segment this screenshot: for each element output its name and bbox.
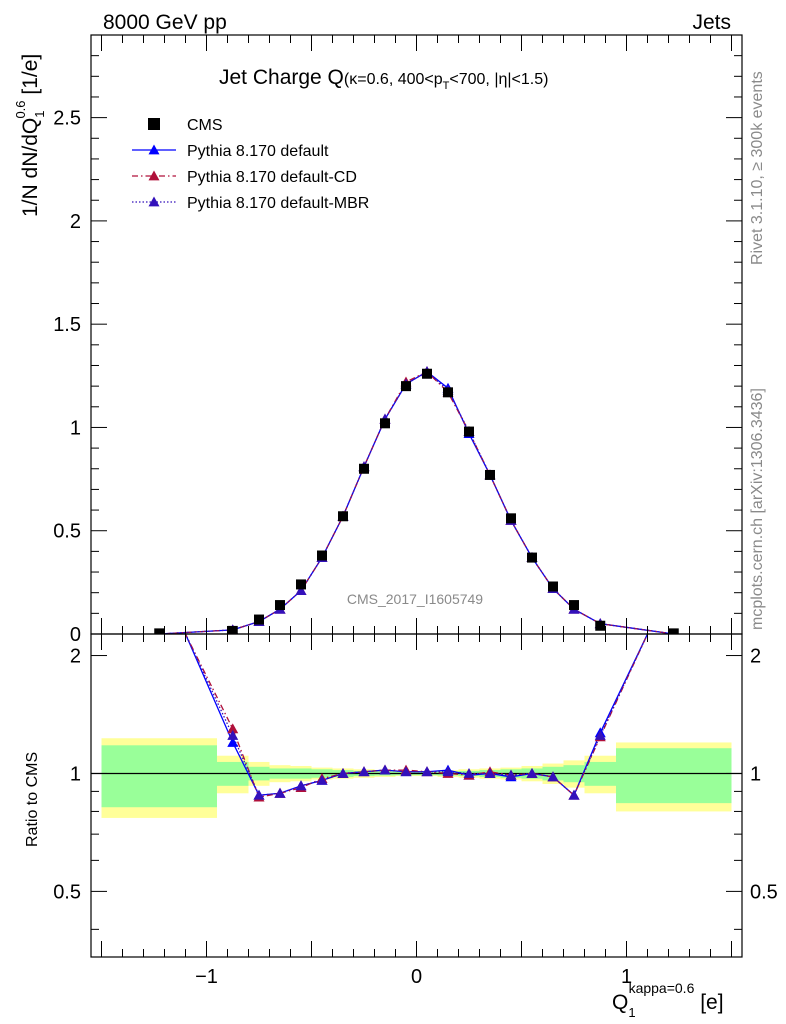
data-point-cms [464, 426, 474, 437]
main-data-layer [154, 366, 679, 635]
data-point-cms [668, 628, 679, 634]
analysis-watermark: CMS_2017_I1605749 [347, 591, 483, 607]
ratio-point-pythia-8-170-default-mbr [463, 767, 475, 778]
ratio-data-layer [91, 634, 742, 802]
main-y-tick-label: 1 [70, 417, 81, 439]
data-point-cms [485, 469, 495, 480]
main-y-tick-label: 0 [70, 624, 81, 646]
ratio-y-tick-label-left: 2 [70, 646, 81, 668]
data-point-cms [443, 387, 453, 398]
data-point-cms [154, 628, 165, 634]
legend-marker-pythia-8-170-default-mbr [148, 196, 160, 207]
data-point-cms [227, 625, 238, 634]
point-pythia-8-170-default-mbr [295, 585, 307, 596]
ratio-point-pythia-8-170-default-mbr [547, 771, 559, 782]
band-stat [101, 745, 217, 808]
main-frame-layer: 0 0.5 1 1.5 2 2.5 [53, 34, 743, 646]
data-point-cms [359, 463, 369, 474]
x-axis-label: Q1kappa=0.6 [e] [612, 980, 724, 1020]
ratio-point-pythia-8-170-default-mbr [442, 766, 454, 777]
ratio-y-tick-label-right: 1 [750, 763, 761, 785]
ratio-point-pythia-8-170-default-mbr [358, 766, 370, 777]
data-point-cms [527, 552, 537, 563]
main-y-tick-label: 2 [70, 211, 81, 233]
ratio-point-pythia-8-170-default-mbr [568, 789, 580, 800]
ratio-y-tick-label-right: 2 [750, 646, 761, 668]
x-tick-label: 1 [621, 966, 632, 988]
ratio-point-pythia-8-170-default-cd [227, 723, 239, 734]
ratio-point-pythia-8-170-default-mbr [505, 769, 517, 780]
legend-marker-pythia-8-170-default-cd [148, 170, 160, 181]
ratio-point-pythia-8-170-default-mbr [295, 780, 307, 791]
ratio-point-pythia-8-170-default-mbr [484, 767, 496, 778]
ratio-point-pythia-8-170-default-mbr [274, 787, 286, 798]
data-point-cms [254, 614, 264, 625]
ratio-y-tick-label-left: 1 [70, 763, 81, 785]
ratio-point-pythia-8-170-default-mbr [594, 730, 606, 740]
legend-marker-pythia-8-170-default [148, 144, 160, 155]
data-point-cms [569, 600, 579, 611]
data-point-cms [548, 581, 558, 592]
main-y-axis-label: 1/N dN/dQ10.6 [1/e] [13, 54, 47, 217]
ratio-panel: 0.5 0.5 1 1 2 2 −1 0 1 [53, 633, 778, 988]
ratio-point-pythia-8-170-default-mbr [316, 774, 328, 785]
mcplots-info: mcplots.cern.ch [arXiv:1306.3436] [749, 388, 766, 630]
ratio-point-pythia-8-170-default-mbr [400, 766, 412, 777]
ratio-point-pythia-8-170-default-mbr [421, 766, 433, 777]
legend-label-pythia-8-170-default: Pythia 8.170 default [187, 143, 329, 160]
ratio-uncertainty-bands [101, 738, 732, 818]
ratio-point-pythia-8-170-default-mbr [379, 764, 391, 775]
legend-label-pythia-8-170-default-cd: Pythia 8.170 default-CD [187, 169, 357, 186]
chart-title: Jet Charge Q(κ=0.6, 400<pT<700, |η|<1.5) [219, 66, 548, 92]
data-point-cms [338, 511, 348, 522]
main-y-tick-label: 2.5 [53, 108, 81, 130]
data-point-cms [275, 600, 285, 611]
main-y-tick-label: 0.5 [53, 521, 81, 543]
ratio-point-pythia-8-170-default-mbr [253, 789, 265, 800]
legend: CMS Pythia 8.170 default Pythia 8.170 defa… [132, 117, 369, 212]
data-point-cms [296, 579, 306, 590]
rivet-info: Rivet 3.1.10, ≥ 300k events [749, 71, 766, 265]
ratio-point-pythia-8-170-default-mbr [337, 767, 349, 778]
data-point-cms [506, 513, 516, 524]
main-y-tick-label: 1.5 [53, 314, 81, 336]
legend-label-cms: CMS [187, 117, 223, 134]
main-panel: 0 0.5 1 1.5 2 2.5 CMS_2017_I1605749 [53, 34, 743, 646]
ratio-y-tick-label-right: 0.5 [750, 881, 778, 903]
band-stat [616, 748, 732, 804]
data-point-cms [422, 368, 432, 379]
ratio-point-pythia-8-170-default [227, 736, 239, 747]
energy-label: 8000 GeV pp [103, 11, 227, 34]
data-point-cms [380, 418, 390, 429]
ratio-line-pythia-8-170-default [184, 634, 649, 797]
data-point-cms [401, 381, 411, 392]
ratio-line-pythia-8-170-default-cd [184, 634, 649, 798]
ratio-point-pythia-8-170-default-mbr [227, 730, 239, 740]
legend-label-pythia-8-170-default-mbr: Pythia 8.170 default-MBR [187, 195, 369, 212]
x-tick-label: −1 [195, 966, 218, 988]
main-panel-background [91, 35, 742, 634]
ratio-y-tick-label-left: 0.5 [53, 881, 81, 903]
data-point-cms [317, 550, 327, 561]
legend-marker-cms [148, 118, 160, 130]
ratio-y-axis-label: Ratio to CMS [24, 752, 41, 847]
ratio-frame-layer: 0.5 0.5 1 1 2 2 −1 0 1 [53, 633, 778, 988]
data-point-cms [595, 620, 606, 631]
x-tick-label: 0 [411, 966, 422, 988]
process-label: Jets [692, 11, 731, 34]
ratio-point-pythia-8-170-default-mbr [526, 767, 538, 778]
